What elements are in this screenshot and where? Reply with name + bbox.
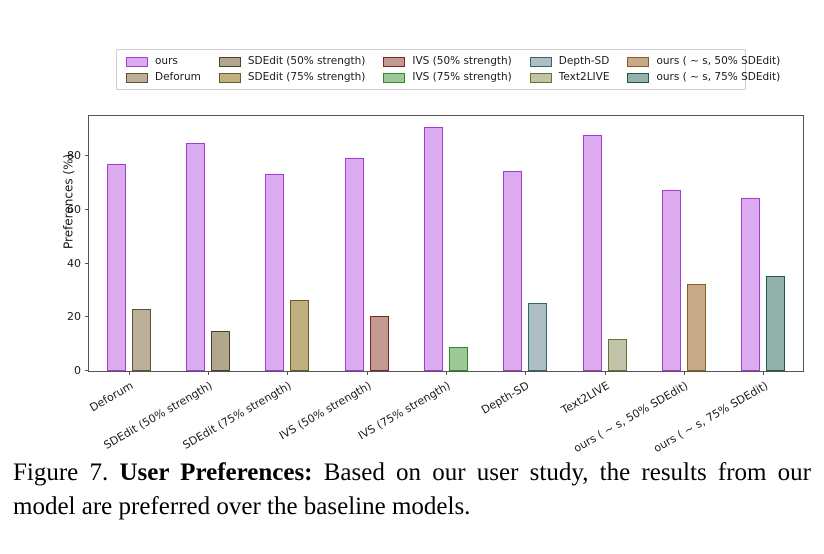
chart-legend: ours Deforum SDEdit (50% strength) SDEdit (… [116,49,780,90]
x-tick-mark [763,371,765,375]
legend-swatch-icon [218,72,241,83]
x-tick-mark [208,371,209,375]
x-tick-label-text: Text2LIVE [558,379,612,417]
legend-swatch-icon [627,56,650,67]
x-tick-mark [287,371,289,375]
legend-label: Text2LIVE [558,71,610,83]
legend-swatch-icon [126,72,148,83]
legend-swatch-icon [218,56,241,67]
ours-bar [661,189,681,371]
legend-label: Depth-SD [558,55,610,67]
x-tick-label-text: Deforum [87,379,136,415]
x-tick-mark [366,371,368,375]
y-tick-label: 60 [67,202,81,216]
baseline-bar [369,315,389,371]
legend-label: ours ( ~ s, 50% SDEdit) [656,55,781,67]
legend-item: SDEdit (50% strength) [218,54,366,69]
legend-item: Depth-SD [529,54,610,69]
bar-group [327,116,406,371]
bar-group [644,116,723,371]
baseline-bar [607,338,627,371]
legend-label: Deforum [155,71,201,83]
y-tick-label: 80 [67,149,81,163]
y-tick-mark [85,155,89,157]
caption-figure-number: Figure 7. [13,459,109,486]
legend-label: IVS (50% strength) [412,55,512,67]
x-tick-mark [525,371,527,375]
x-tick-mark [128,371,130,375]
baseline-bar [131,309,151,371]
ours-bar [582,134,602,371]
ours-bar [106,164,126,371]
legend-label: ours ( ~ s, 75% SDEdit) [656,71,781,83]
y-tick-label: 20 [67,310,81,324]
legend-item: Text2LIVE [529,70,610,85]
y-tick-mark [85,370,89,371]
bar-group [565,116,644,371]
bar-group [486,116,565,371]
legend-swatch-icon [627,72,650,83]
ours-bar [344,157,364,371]
baseline-bar [210,330,230,371]
legend-label: IVS (75% strength) [412,71,512,83]
legend-swatch-icon [529,72,552,83]
legend-swatch-icon [126,56,148,67]
x-tick-label-text: Depth-SD [479,379,532,417]
y-axis-label: Preferences (%) [61,153,76,249]
plot-area: Deforum SDEdit (50% strength) SDEdit (75% … [67,115,804,455]
legend-swatch-icon [529,56,552,67]
y-tick-mark [85,262,89,264]
legend-label: SDEdit (50% strength) [247,55,366,67]
baseline-bar [528,302,548,371]
baseline-bar [766,275,786,371]
ours-bar [741,197,761,371]
caption-text: Based on our user study, the results fro… [13,459,812,520]
x-tick-mark [604,371,606,375]
legend-swatch-icon [383,72,406,83]
legend-label: SDEdit (75% strength) [247,71,366,83]
ours-bar [503,171,523,371]
baseline-bar [290,299,310,371]
legend-item: SDEdit (75% strength) [218,70,366,85]
ours-bar [265,173,285,371]
legend-item: IVS (50% strength) [383,54,512,69]
y-tick-mark [85,208,89,210]
legend-item: ours [126,54,201,69]
ours-bar [185,142,205,371]
legend-item: IVS (75% strength) [383,70,512,85]
legend-label: ours [155,55,178,67]
figure-caption: Figure 7. User Preferences: Based on our… [13,456,811,524]
ours-bar [423,126,443,371]
legend-item: ours ( ~ s, 75% SDEdit) [627,70,780,85]
bar-group [724,116,803,371]
x-tick-mark [684,371,685,375]
baseline-bar [448,346,468,371]
y-tick-label: 40 [67,256,81,270]
bar-group [89,116,168,371]
x-tick-mark [446,371,447,375]
bar-group [406,116,485,371]
legend-item: Deforum [126,70,201,85]
bar-group [248,116,327,371]
y-tick-label: 0 [74,364,81,377]
bar-group [168,116,247,371]
legend-swatch-icon [383,56,406,67]
y-tick-mark [85,316,89,318]
caption-title: User Preferences: [119,459,313,486]
legend-item: ours ( ~ s, 50% SDEdit) [627,54,780,69]
baseline-bar [686,283,706,371]
